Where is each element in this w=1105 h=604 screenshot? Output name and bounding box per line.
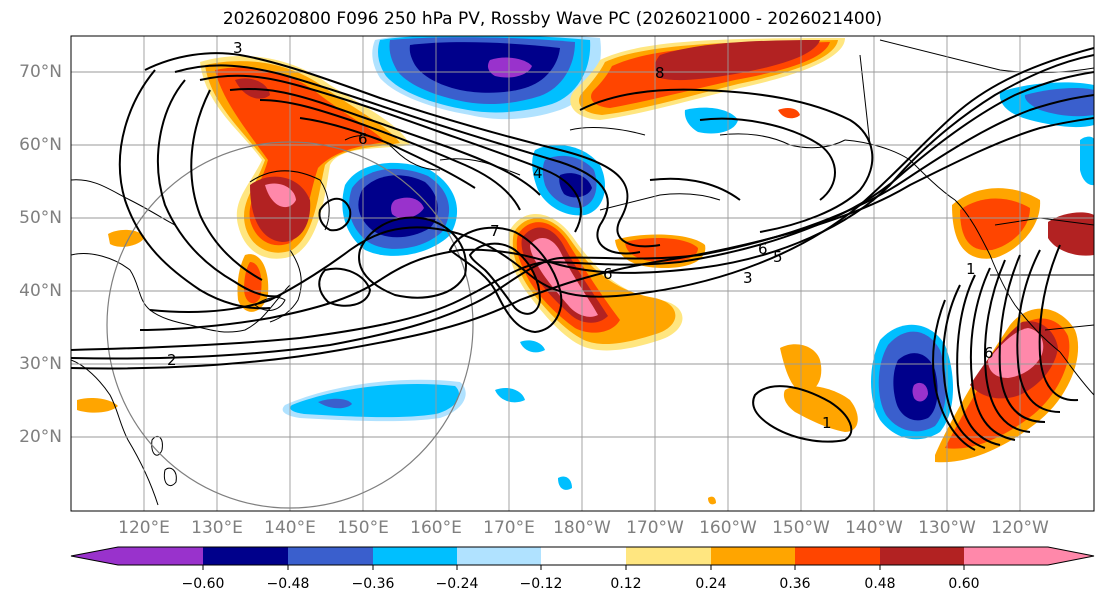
- contour-label: 7: [490, 222, 500, 240]
- neg-anomaly-subtropical-strip-cyan: [290, 384, 460, 418]
- colorbar: [70, 546, 1095, 570]
- lon-label: 150°E: [337, 518, 389, 538]
- map-frame: [70, 35, 1095, 512]
- radius-circle: [106, 141, 474, 509]
- colorbar-low-extension: [71, 547, 118, 565]
- pos-anomaly-small-3: [778, 107, 800, 119]
- lon-label: 120°W: [991, 518, 1049, 538]
- colorbar-tick-label: 0.24: [695, 576, 727, 592]
- contour-label: 6: [358, 130, 368, 148]
- colorbar-tick-label: 0.12: [610, 576, 642, 592]
- contour-label: 6: [603, 265, 613, 283]
- neg-anomaly-kamchatka-purple: [391, 197, 424, 219]
- neg-anomaly-subtropical-strip-blue: [318, 398, 352, 409]
- contour-label: 3: [743, 269, 753, 287]
- colorbar-outline: [70, 546, 1095, 566]
- colorbar-swatch: [541, 547, 626, 565]
- neg-anomaly-arctic-purple: [487, 57, 532, 78]
- lon-label: 150°W: [772, 518, 830, 538]
- pos-anomaly-small-4: [708, 496, 716, 505]
- pos-anomaly-okhotsk-pink: [265, 183, 296, 208]
- neg-anomaly-arctic-lobe-navy: [559, 173, 592, 198]
- lat-label: 30°N: [19, 354, 62, 374]
- pv-anomaly-shading: [77, 36, 1094, 505]
- lat-label: 40°N: [19, 281, 62, 301]
- colorbar-tick-label: 0.60: [948, 576, 980, 592]
- colorbar-swatch: [880, 547, 964, 565]
- lon-label: 180°W: [553, 518, 611, 538]
- graticule: [71, 36, 1094, 511]
- pos-anomaly-small-1: [108, 229, 145, 247]
- lat-label: 50°N: [19, 208, 62, 228]
- neg-anomaly-small-5: [1080, 136, 1094, 186]
- contour-label: 1: [822, 414, 832, 432]
- colorbar-swatch: [118, 547, 203, 565]
- lon-label: 130°W: [918, 518, 976, 538]
- colorbar-tick-label: −0.12: [519, 576, 563, 592]
- colorbar-swatch: [288, 547, 373, 565]
- pv-contours: [71, 47, 1094, 451]
- chart-title: 2026020800 F096 250 hPa PV, Rossby Wave …: [222, 9, 883, 29]
- lon-label: 130°E: [191, 518, 243, 538]
- colorbar-tick-label: −0.24: [435, 576, 479, 592]
- neg-anomaly-arctic-navy: [409, 42, 560, 93]
- lat-label: 60°N: [19, 135, 62, 155]
- lon-label: 170°E: [483, 518, 535, 538]
- lon-label: 160°E: [410, 518, 462, 538]
- neg-anomaly-small-4: [558, 476, 572, 490]
- colorbar-swatch: [203, 547, 288, 565]
- pos-anomaly-nw-america-red: [960, 198, 1030, 251]
- pos-anomaly-subtropical: [783, 385, 858, 432]
- contour-label: 8: [655, 64, 665, 82]
- colorbar-swatch: [373, 547, 457, 565]
- colorbar-tick-label: 0.36: [779, 576, 811, 592]
- contour-label: 3: [233, 39, 243, 57]
- lat-label: 70°N: [19, 62, 62, 82]
- contour-label: 5: [773, 248, 783, 266]
- colorbar-high-extension: [1048, 547, 1094, 565]
- neg-anomaly-small-1: [495, 388, 525, 403]
- contour-label: 6: [984, 344, 994, 362]
- pos-anomaly-small-2: [77, 398, 118, 413]
- pos-anomaly-dateline-pink: [530, 237, 598, 317]
- lon-label: 160°W: [699, 518, 757, 538]
- pos-anomaly-aleutian-dark: [654, 40, 820, 81]
- lon-label: 140°W: [845, 518, 903, 538]
- lon-label: 170°W: [626, 518, 684, 538]
- colorbar-swatch: [795, 547, 880, 565]
- contour-labels: 3 6 7 4 6 5 3 1 2 8 6 1 6: [167, 39, 994, 432]
- colorbar-swatch: [711, 547, 795, 565]
- contour-label: 4: [533, 164, 543, 182]
- lon-label: 140°E: [264, 518, 316, 538]
- colorbar-swatch: [964, 547, 1048, 565]
- lon-label: 120°E: [118, 518, 170, 538]
- contour-label: 6: [758, 240, 768, 258]
- colorbar-tick-label: −0.48: [266, 576, 310, 592]
- colorbar-tick-label: −0.36: [351, 576, 395, 592]
- colorbar-swatch: [457, 547, 541, 565]
- pos-anomaly-okhotsk-dark: [250, 176, 311, 242]
- contour-label: 2: [167, 351, 177, 369]
- neg-anomaly-east-pacific-purple: [912, 382, 928, 402]
- colorbar-swatch: [626, 547, 711, 565]
- contour-label: 1: [966, 260, 976, 278]
- lat-label: 20°N: [19, 427, 62, 447]
- colorbar-tick-label: −0.60: [181, 576, 225, 592]
- neg-anomaly-small-3: [684, 107, 738, 134]
- pos-anomaly-east-pacific-pink: [988, 328, 1044, 378]
- neg-anomaly-small-2: [520, 340, 545, 353]
- colorbar-tick-label: 0.48: [864, 576, 896, 592]
